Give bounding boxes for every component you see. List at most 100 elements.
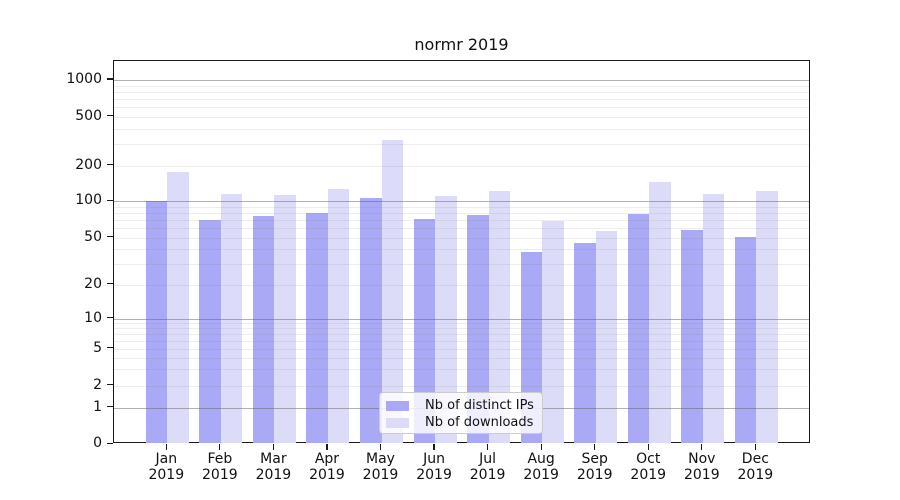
bar-downloads-may (381, 139, 403, 444)
x-tick-label-oct: Oct 2019 (613, 451, 683, 483)
x-tick-label-jun: Jun 2019 (399, 451, 469, 483)
y-tick-label: 20 (84, 275, 102, 292)
y-tick-label: 0 (93, 435, 102, 452)
month-text: May (366, 451, 395, 467)
y-tick-label: 50 (84, 228, 102, 245)
y-tick-mark (107, 115, 113, 117)
bar-downloads-mar (274, 194, 296, 444)
y-tick-mark (107, 164, 113, 166)
x-tick-label-apr: Apr 2019 (292, 451, 362, 483)
bar-downloads-jul (488, 191, 511, 444)
bar-distinct-ips-jan (145, 201, 168, 444)
bar-downloads-jun (435, 196, 457, 444)
x-tick-mark (540, 444, 542, 450)
month-text: Apr (314, 451, 340, 467)
bars-layer (114, 61, 809, 444)
year-text: 2019 (202, 467, 238, 483)
chart-title: normr 2019 (414, 35, 509, 54)
y-tick-mark (107, 199, 113, 201)
y-tick-label: 5 (93, 339, 102, 356)
x-tick-mark (487, 444, 489, 450)
x-tick-label-may: May 2019 (346, 451, 416, 483)
y-tick-label: 200 (75, 156, 102, 173)
bar-distinct-ips-mar (252, 216, 275, 444)
legend: Nb of distinct IPs Nb of downloads (379, 392, 543, 434)
bar-distinct-ips-sep (574, 243, 596, 444)
plot-area (113, 60, 810, 444)
year-text: 2019 (148, 467, 185, 483)
bar-distinct-ips-dec (734, 236, 757, 444)
year-text: 2019 (630, 467, 667, 483)
bar-distinct-ips-apr (306, 213, 328, 444)
legend-label-distinct-ips: Nb of distinct IPs (425, 398, 534, 413)
x-tick-mark (272, 444, 274, 450)
bar-downloads-aug (542, 220, 564, 444)
bar-downloads-sep (595, 230, 618, 444)
y-tick-mark (107, 316, 113, 319)
month-text: Mar (260, 451, 287, 467)
x-tick-label-feb: Feb 2019 (185, 451, 255, 483)
legend-entry-downloads: Nb of downloads (380, 414, 542, 431)
month-text: Sep (581, 451, 608, 467)
x-tick-mark (433, 444, 435, 450)
legend-label-downloads: Nb of downloads (425, 415, 534, 430)
bar-distinct-ips-may (360, 198, 382, 444)
y-tick-mark (107, 236, 113, 238)
year-text: 2019 (416, 467, 452, 483)
year-text: 2019 (255, 467, 292, 483)
y-tick-label: 1 (93, 398, 102, 415)
month-text: Oct (636, 451, 661, 467)
x-tick-mark (647, 444, 649, 450)
x-tick-label-mar: Mar 2019 (238, 451, 308, 483)
x-tick-mark (701, 444, 703, 450)
bar-distinct-ips-feb (199, 220, 221, 444)
y-tick-mark (107, 383, 113, 386)
bar-downloads-oct (649, 182, 671, 444)
month-text: Dec (741, 451, 769, 467)
month-text: Jul (479, 451, 497, 467)
x-tick-mark (379, 444, 382, 450)
x-tick-label-jul: Jul 2019 (453, 451, 523, 483)
y-tick-mark (107, 78, 113, 80)
x-tick-label-sep: Sep 2019 (560, 451, 630, 483)
y-tick-mark (107, 347, 113, 349)
x-tick-label-aug: Aug 2019 (506, 451, 576, 483)
y-tick-label: 100 (75, 192, 102, 209)
legend-swatch-downloads (386, 417, 409, 428)
month-text: Jan (155, 451, 178, 467)
year-text: 2019 (737, 467, 774, 483)
month-text: Feb (207, 451, 233, 467)
year-text: 2019 (309, 467, 345, 483)
x-tick-label-nov: Nov 2019 (667, 451, 737, 483)
year-text: 2019 (576, 467, 613, 483)
x-tick-mark (594, 444, 596, 450)
y-tick-label: 10 (84, 309, 102, 326)
bar-distinct-ips-jun (413, 218, 436, 444)
x-tick-label-jan: Jan 2019 (131, 451, 201, 483)
bar-distinct-ips-oct (627, 213, 650, 444)
month-text: Nov (688, 451, 716, 467)
y-tick-mark (107, 442, 113, 444)
x-tick-mark (754, 444, 756, 450)
x-tick-mark (326, 444, 328, 450)
bar-downloads-nov (702, 193, 725, 444)
month-text: Aug (527, 451, 555, 467)
y-tick-mark (107, 282, 113, 285)
y-tick-label: 2 (93, 376, 102, 393)
bar-downloads-feb (220, 194, 243, 444)
year-text: 2019 (362, 467, 399, 483)
x-tick-mark (165, 444, 167, 450)
bar-downloads-dec (756, 190, 778, 444)
bar-distinct-ips-jul (467, 215, 489, 444)
month-text: Jun (423, 451, 445, 467)
y-tick-label: 500 (75, 107, 102, 124)
legend-swatch-distinct-ips (386, 400, 409, 411)
bar-downloads-jan (167, 172, 189, 444)
x-tick-label-dec: Dec 2019 (720, 451, 790, 483)
year-text: 2019 (683, 467, 720, 483)
year-text: 2019 (469, 467, 506, 483)
x-tick-mark (219, 444, 221, 450)
legend-entry-distinct-ips: Nb of distinct IPs (380, 397, 542, 414)
bar-downloads-apr (327, 188, 350, 444)
